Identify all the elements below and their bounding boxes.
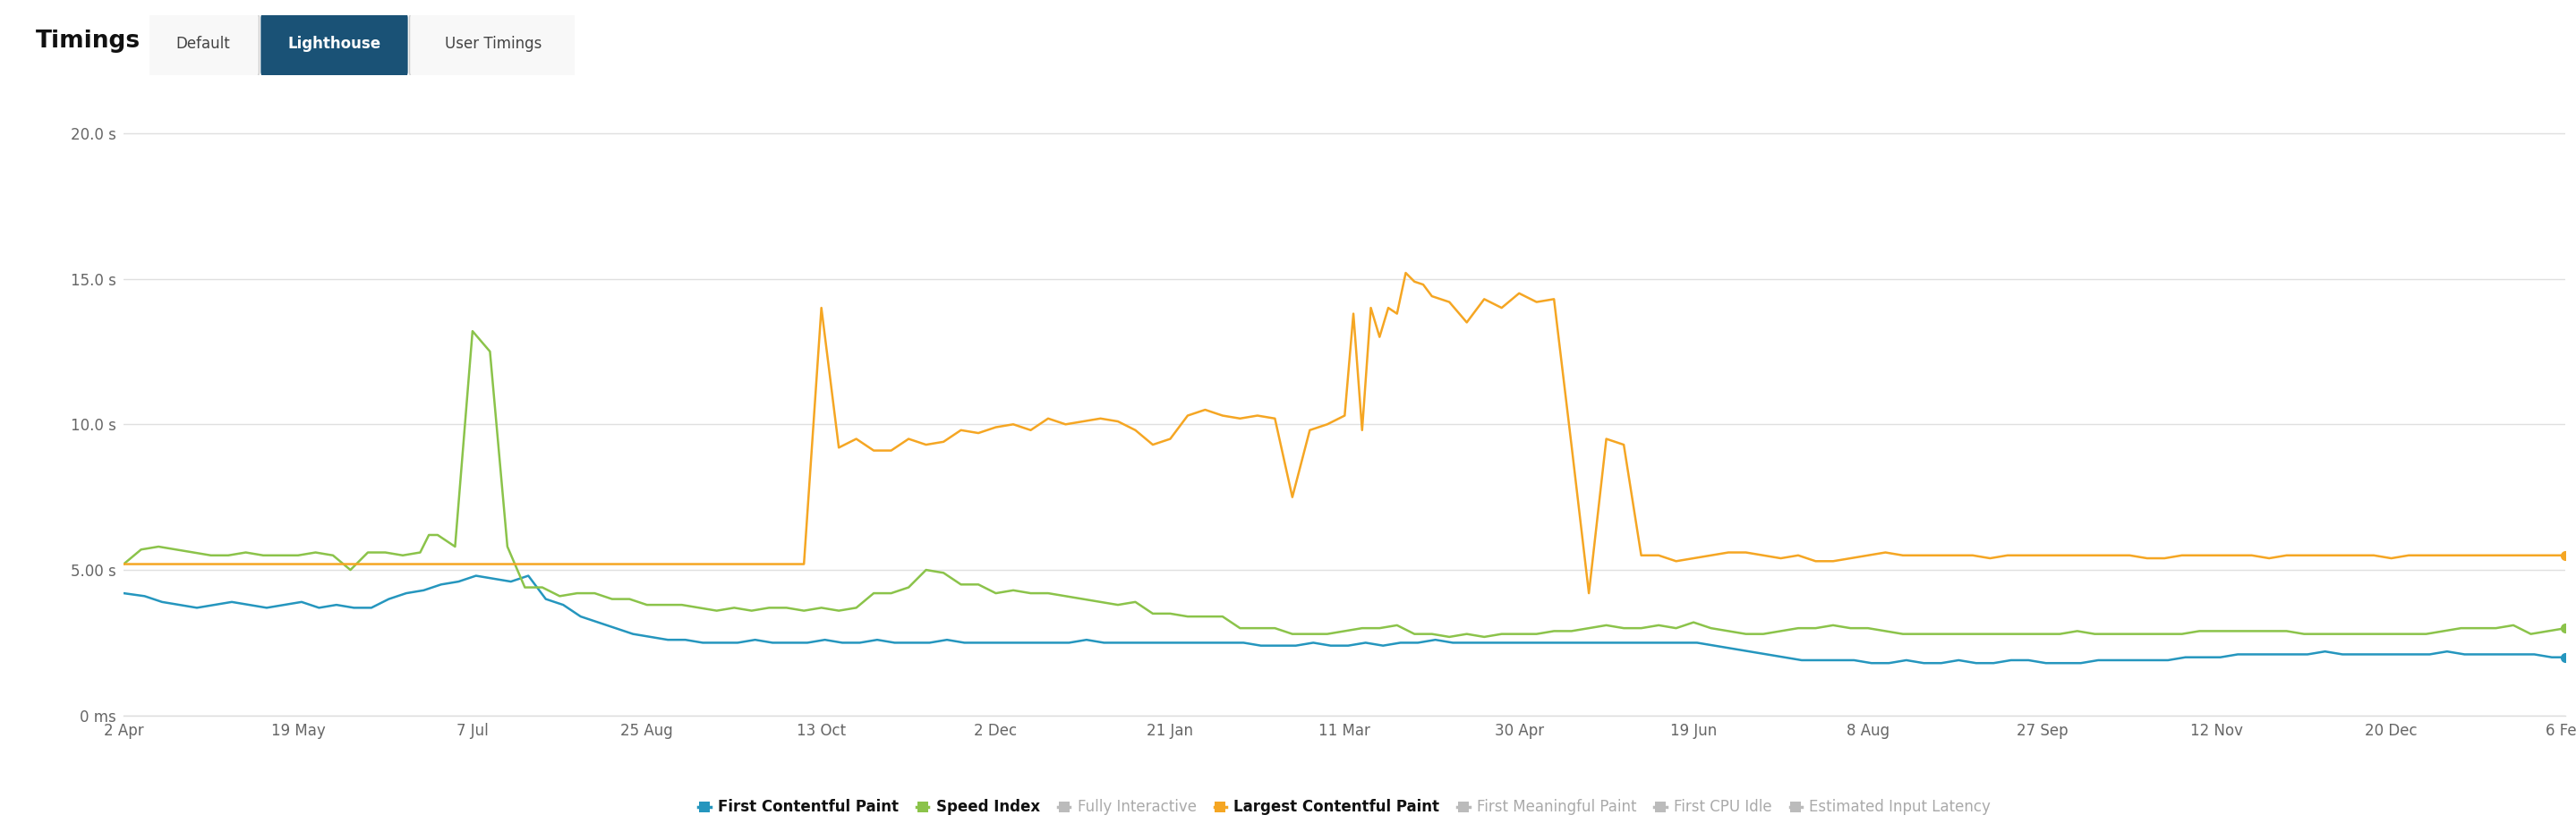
Text: Default: Default: [175, 36, 229, 52]
Legend: First Contentful Paint, Speed Index, Fully Interactive, Largest Contentful Paint: First Contentful Paint, Speed Index, Ful…: [693, 793, 1996, 821]
FancyBboxPatch shape: [260, 13, 407, 77]
Text: Lighthouse: Lighthouse: [289, 36, 381, 52]
FancyBboxPatch shape: [147, 13, 260, 77]
Text: User Timings: User Timings: [446, 36, 541, 52]
Text: Timings: Timings: [36, 29, 142, 52]
FancyBboxPatch shape: [410, 13, 577, 77]
